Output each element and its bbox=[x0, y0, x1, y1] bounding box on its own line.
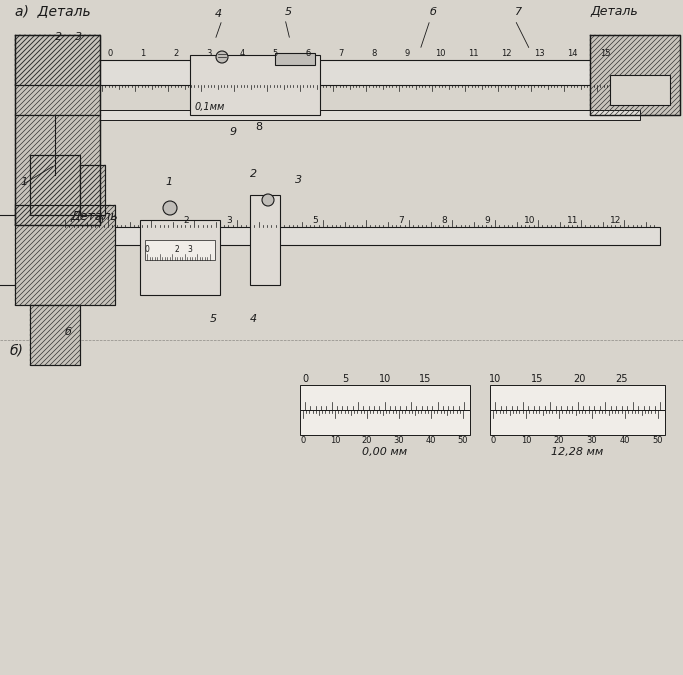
Circle shape bbox=[163, 201, 177, 215]
Text: 9: 9 bbox=[404, 49, 410, 58]
Text: Деталь: Деталь bbox=[70, 210, 117, 223]
Text: 9: 9 bbox=[484, 216, 490, 225]
Text: 13: 13 bbox=[533, 49, 544, 58]
Text: 20: 20 bbox=[362, 436, 372, 445]
Text: 10: 10 bbox=[379, 374, 391, 384]
Text: 3: 3 bbox=[75, 32, 82, 42]
Text: 1: 1 bbox=[165, 177, 172, 187]
Text: 8: 8 bbox=[255, 122, 262, 132]
Circle shape bbox=[262, 194, 274, 206]
Text: 5: 5 bbox=[210, 314, 217, 324]
Text: 15: 15 bbox=[419, 374, 431, 384]
Text: 3: 3 bbox=[187, 245, 192, 254]
Text: 30: 30 bbox=[587, 436, 598, 445]
Bar bbox=[190, 55, 320, 115]
Bar bbox=[300, 385, 470, 410]
Text: 7: 7 bbox=[338, 49, 344, 58]
Text: 0: 0 bbox=[490, 436, 496, 445]
Text: 11: 11 bbox=[468, 49, 478, 58]
Text: 15: 15 bbox=[600, 49, 610, 58]
Text: 5: 5 bbox=[312, 216, 318, 225]
Text: 1: 1 bbox=[141, 49, 145, 58]
Bar bbox=[300, 410, 470, 435]
Text: Деталь: Деталь bbox=[590, 5, 638, 18]
Text: 4: 4 bbox=[215, 9, 222, 19]
Text: 0: 0 bbox=[97, 216, 103, 225]
Text: 0,00 мм: 0,00 мм bbox=[363, 447, 408, 457]
Text: 14: 14 bbox=[567, 49, 577, 58]
Text: 8: 8 bbox=[441, 216, 447, 225]
Bar bbox=[100, 110, 640, 120]
Polygon shape bbox=[15, 115, 100, 225]
Text: 12,28 мм: 12,28 мм bbox=[551, 447, 604, 457]
Bar bbox=[490, 385, 665, 410]
Text: 10: 10 bbox=[489, 374, 501, 384]
Polygon shape bbox=[590, 35, 680, 115]
Text: 10: 10 bbox=[525, 216, 535, 225]
Bar bbox=[250, 195, 280, 285]
Bar bbox=[140, 220, 220, 295]
Polygon shape bbox=[30, 305, 80, 365]
Text: 25: 25 bbox=[615, 374, 627, 384]
Text: б): б) bbox=[10, 344, 24, 358]
Polygon shape bbox=[15, 35, 100, 85]
Text: б: б bbox=[305, 49, 311, 58]
Text: 8: 8 bbox=[372, 49, 377, 58]
Bar bbox=[15, 205, 115, 305]
Text: 50: 50 bbox=[458, 436, 469, 445]
Text: 12: 12 bbox=[611, 216, 622, 225]
Text: 20: 20 bbox=[573, 374, 585, 384]
Text: 40: 40 bbox=[619, 436, 630, 445]
Text: 9: 9 bbox=[230, 127, 237, 137]
Text: 3: 3 bbox=[295, 175, 302, 185]
Text: 0,1мм: 0,1мм bbox=[195, 102, 225, 112]
Circle shape bbox=[216, 51, 228, 63]
Text: 7: 7 bbox=[515, 7, 522, 17]
Bar bbox=[610, 75, 670, 105]
Polygon shape bbox=[80, 165, 105, 215]
Text: б: б bbox=[430, 7, 437, 17]
Text: 7: 7 bbox=[398, 216, 404, 225]
Polygon shape bbox=[15, 35, 100, 115]
Text: 2: 2 bbox=[55, 32, 62, 42]
Text: а)  Деталь: а) Деталь bbox=[15, 4, 91, 18]
Polygon shape bbox=[0, 0, 683, 345]
Text: 12: 12 bbox=[501, 49, 512, 58]
Text: 30: 30 bbox=[393, 436, 404, 445]
Text: 0: 0 bbox=[302, 374, 308, 384]
Polygon shape bbox=[30, 155, 80, 215]
Text: 40: 40 bbox=[426, 436, 436, 445]
Text: 2: 2 bbox=[183, 216, 189, 225]
Text: 3: 3 bbox=[226, 216, 232, 225]
Text: 2: 2 bbox=[250, 169, 257, 179]
Text: 1: 1 bbox=[20, 177, 27, 187]
Text: 0: 0 bbox=[107, 49, 113, 58]
Text: 10: 10 bbox=[520, 436, 531, 445]
Text: 5: 5 bbox=[285, 7, 292, 17]
Text: 0: 0 bbox=[301, 436, 305, 445]
Text: 10: 10 bbox=[330, 436, 340, 445]
Text: 20: 20 bbox=[554, 436, 564, 445]
Bar bbox=[490, 410, 665, 435]
Polygon shape bbox=[15, 205, 115, 305]
Text: 4: 4 bbox=[250, 314, 257, 324]
Bar bbox=[275, 53, 315, 65]
Bar bbox=[145, 240, 215, 260]
Text: 4: 4 bbox=[239, 49, 245, 58]
Bar bbox=[100, 60, 640, 85]
Text: 15: 15 bbox=[531, 374, 543, 384]
Text: 0: 0 bbox=[145, 245, 150, 254]
Bar bbox=[60, 227, 660, 245]
Text: 10: 10 bbox=[435, 49, 445, 58]
Text: 2: 2 bbox=[173, 49, 179, 58]
Text: 2: 2 bbox=[175, 245, 180, 254]
Text: 5: 5 bbox=[273, 49, 277, 58]
Text: 3: 3 bbox=[206, 49, 212, 58]
Text: б: б bbox=[65, 327, 72, 337]
Text: 5: 5 bbox=[342, 374, 348, 384]
Text: 50: 50 bbox=[653, 436, 663, 445]
Text: 11: 11 bbox=[568, 216, 579, 225]
